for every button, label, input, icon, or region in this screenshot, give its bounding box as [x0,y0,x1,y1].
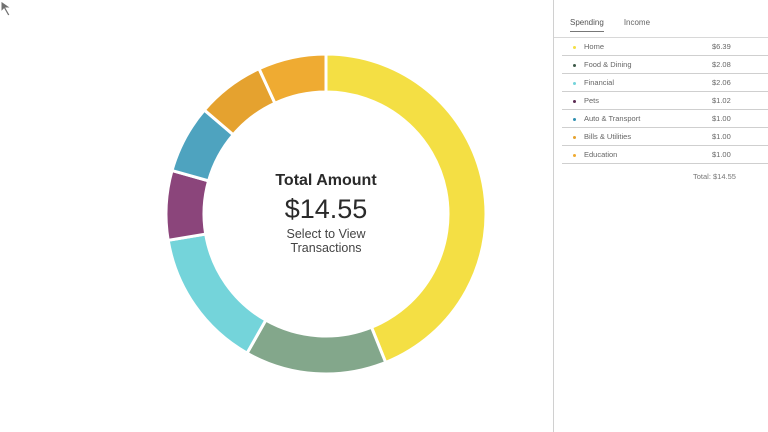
donut-slice-education[interactable] [257,52,328,106]
category-label: Bills & Utilities [584,132,632,141]
tab-spending[interactable]: Spending [570,18,604,32]
category-amount: $1.00 [712,150,731,159]
category-amount: $2.06 [712,78,731,87]
category-dot-icon [573,154,576,157]
center-subtitle: Select to View Transactions [226,227,426,255]
breakdown-panel: Spending Income Home $6.39 Food & Dining $2… [554,0,768,432]
tabs: Spending Income [570,18,650,32]
donut-slice-home[interactable] [324,52,488,365]
category-label: Pets [584,96,600,105]
category-label: Education [584,150,618,159]
list-item[interactable]: Education $1.00 [562,146,768,164]
category-label: Auto & Transport [584,114,641,123]
category-amount: $6.39 [712,42,731,51]
category-dot-icon [573,82,576,85]
list-item[interactable]: Financial $2.06 [562,74,768,92]
category-amount: $1.00 [712,114,731,123]
category-amount: $2.08 [712,60,731,69]
category-label: Home [584,42,605,51]
list-item[interactable]: Bills & Utilities $1.00 [562,128,768,146]
list-item[interactable]: Auto & Transport $1.00 [562,110,768,128]
category-label: Food & Dining [584,60,632,69]
list-item[interactable]: Home $6.39 [562,38,768,56]
donut-chart-area: Total Amount $14.55 Select to View Trans… [0,0,553,432]
donut-chart[interactable] [0,0,553,432]
category-dot-icon [573,46,576,49]
center-subtitle-line1: Select to View [286,227,366,241]
panel-divider [553,0,554,432]
center-title: Total Amount [275,172,377,189]
category-dot-icon [573,100,576,103]
chart-center-label[interactable]: Total Amount $14.55 Select to View Trans… [226,172,426,255]
category-dot-icon [573,136,576,139]
category-dot-icon [573,64,576,67]
mouse-pointer-icon [0,0,13,17]
category-label: Financial [584,78,615,87]
category-dot-icon [573,118,576,121]
category-amount: $1.02 [712,96,731,105]
donut-slice-pets[interactable] [164,168,211,243]
center-amount: $14.55 [284,194,368,224]
category-amount: $1.00 [712,132,731,141]
tabs-underline [554,37,768,38]
donut-slice-food-dining[interactable] [245,318,388,376]
center-subtitle-line2: Transactions [290,241,362,255]
total-label: Total: $14.55 [693,172,736,181]
category-list: Home $6.39 Food & Dining $2.08 Financial $2.0… [562,38,768,164]
tab-income[interactable]: Income [623,18,651,27]
list-item[interactable]: Food & Dining $2.08 [562,56,768,74]
list-item[interactable]: Pets $1.02 [562,92,768,110]
